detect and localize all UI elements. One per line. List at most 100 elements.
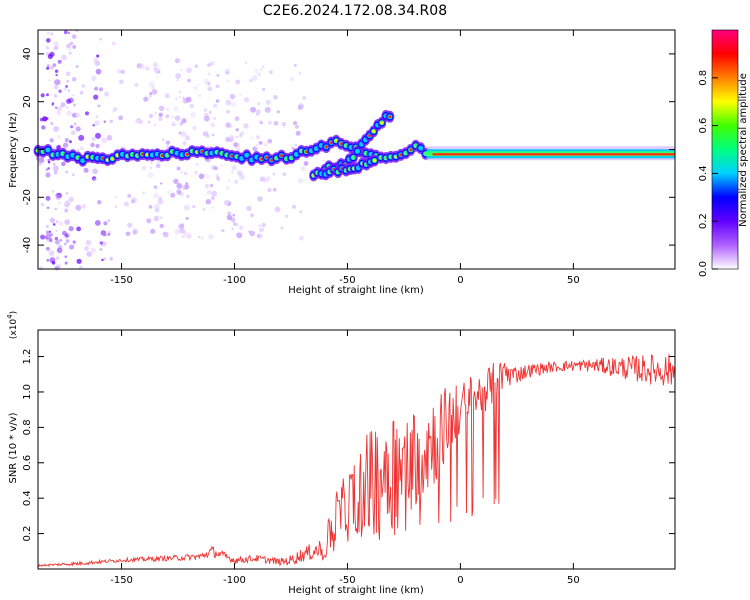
spectrogram-scatter-dot [65, 145, 69, 149]
spectrogram-scatter-dot [66, 110, 72, 116]
snr-panel: -150 -100 -50 0 50 0.2 0.4 0.6 0.8 1.0 1.2 Height… [6, 311, 676, 596]
spectrogram-scatter-dot [167, 190, 171, 194]
spectrogram-scatter-dot [151, 86, 155, 90]
spectrogram-scatter-dot [229, 93, 236, 100]
spectrogram-scatter-dot [175, 97, 178, 101]
spectrogram-scatter-dot [165, 140, 171, 145]
spectrogram-scatter-dot [45, 224, 49, 228]
y-tick-label: 1.2 [22, 349, 33, 365]
spectrogram-scatter-dot [186, 233, 192, 239]
spectrogram-scatter-dot [149, 81, 155, 88]
spectrogram-scatter-dot [47, 53, 53, 60]
spectrogram-panel: -150 -100 -50 0 50 -40 -20 0 20 40 Height of str… [8, 29, 676, 296]
spectrogram-scatter-dot [154, 203, 160, 210]
ridge-blob-core [280, 154, 283, 158]
spectrogram-scatter-dot [235, 79, 241, 85]
spectrogram-scatter-dot [47, 167, 50, 170]
spectrogram-scatter-dot [157, 70, 161, 74]
spectrogram-scatter-dot [182, 141, 187, 146]
spectrogram-scatter-dot [107, 230, 112, 235]
spectrogram-scatter-dot [220, 164, 224, 167]
spectrogram-scatter-dot [70, 130, 76, 136]
spectrogram-scatter-dot [282, 125, 286, 129]
spectrogram-scatter-dot [209, 183, 214, 188]
spectrogram-scatter-dot [233, 142, 239, 148]
spectrogram-scatter-dot [72, 240, 76, 244]
spectrogram-scatter-dot [183, 204, 190, 211]
spectrogram-scatter-dot [65, 192, 68, 195]
spectrogram-scatter-dot [298, 71, 302, 75]
spectrogram-scatter-dot [182, 96, 185, 99]
spectrogram-scatter-dot [239, 174, 245, 180]
spectrogram-scatter-dot [180, 170, 183, 174]
snr-multiplier-label: (x104) [6, 311, 19, 339]
ridge-blob-core [111, 157, 114, 161]
spectrogram-scatter-dot [148, 113, 153, 118]
spectrogram-scatter-dot [84, 246, 89, 251]
x-tick-label: -50 [339, 275, 355, 286]
spectrogram-scatter-dot [209, 61, 215, 67]
spectrogram-scatter-dot [205, 199, 211, 205]
spectrogram-scatter-dot [166, 108, 169, 111]
spectrogram-scatter-dot [265, 176, 271, 182]
spectrogram-scatter-dot [147, 120, 151, 124]
spectrogram-scatter-dot [93, 178, 97, 182]
spectrogram-scatter-dot [72, 45, 77, 49]
snr-frame [37, 329, 676, 570]
spectrogram-scatter-dot [239, 93, 242, 96]
spectrogram-scatter-dot [80, 146, 84, 151]
spectrogram-scatter-dot [52, 165, 59, 172]
spectrogram-scatter-dot [52, 63, 57, 67]
spectrogram-scatter-dot [55, 73, 58, 77]
spectrogram-scatter-dot [210, 196, 215, 201]
y-tick-label: -20 [22, 189, 33, 205]
spectrogram-scatter-dot [226, 79, 230, 83]
spectrogram-scatter-dot [54, 69, 59, 73]
spectrogram-scatter-dot [174, 229, 181, 235]
spectrogram-scatter-dot [259, 176, 266, 182]
spectrogram-scatter-dot [75, 204, 82, 211]
spectrogram-scatter-dot [94, 220, 101, 226]
spectrogram-scatter-dot [163, 231, 169, 238]
spectrogram-scatter-dot [252, 146, 258, 152]
spectrogram-scatter-dot [276, 110, 280, 114]
spectrogram-scatter-dot [203, 115, 210, 122]
snr-y-ticks: 0.2 0.4 0.6 0.8 1.0 1.2 [22, 349, 675, 542]
spectrogram-scatter-dot [45, 46, 50, 50]
spectrogram-scatter-dot [73, 243, 76, 246]
spectrogram-scatter-dot [185, 217, 189, 220]
spectrogram-scatter-dot [216, 176, 220, 180]
spectrogram-scatter-dot [145, 66, 150, 71]
spectrogram-scatter-dot [68, 196, 74, 202]
spectrogram-scatter-dot [267, 188, 272, 193]
spectrogram-scatter-dot [299, 210, 302, 213]
spectrogram-scatter-dot [156, 75, 159, 78]
spectrogram-scatter-dot [54, 265, 60, 271]
spectrogram-scatter-dot [153, 215, 160, 222]
spectrogram-scatter-dot [234, 222, 239, 227]
spectrogram-scatter-dot [46, 206, 50, 209]
spectrogram-scatter-dot [70, 125, 74, 129]
spectrogram-scatter-dot [103, 241, 107, 245]
spectrogram-scatter-dot [63, 30, 68, 35]
spectrogram-scatter-dot [206, 174, 211, 179]
spectrogram-scatter-dot [155, 163, 161, 169]
colorbar-tick-label: 0.0 [698, 261, 709, 277]
spectrogram-scatter-dot [142, 191, 145, 195]
spectrogram-scatter-dot [226, 214, 233, 221]
spectrogram-scatter-dot [49, 232, 53, 237]
spectrogram-scatter-dot [114, 205, 118, 208]
spectrogram-scatter-dot [170, 192, 176, 198]
spectrogram-scatter-dot [236, 170, 243, 176]
ridge-blob-inner [45, 147, 51, 153]
spectrogram-scatter-dot [51, 190, 55, 193]
spectrogram-scatter-dot [187, 78, 191, 83]
spectrogram-scatter-dot [153, 66, 157, 71]
spectrogram-scatter-dot [79, 91, 84, 95]
spectrogram-scatter-dot [101, 137, 108, 144]
spectrogram-scatter-dot [46, 31, 50, 35]
spectrogram-x-axis-label: Height of straight line (km) [288, 285, 424, 296]
spectrogram-x-ticks: -150 -100 -50 0 50 [110, 30, 580, 286]
spectrogram-scatter-dot [42, 116, 48, 122]
spectrogram-scatter-dot [192, 125, 197, 131]
